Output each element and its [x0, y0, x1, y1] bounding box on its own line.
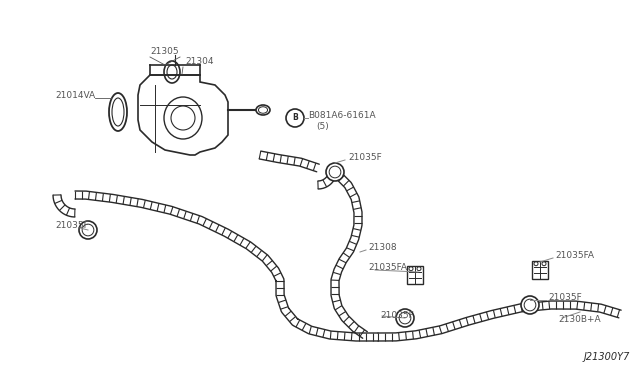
Text: 21035F: 21035F [380, 311, 413, 320]
Ellipse shape [521, 296, 539, 314]
Polygon shape [53, 195, 75, 217]
Circle shape [286, 109, 304, 127]
Text: 21035FA: 21035FA [368, 263, 407, 273]
Text: 21304: 21304 [185, 58, 214, 67]
Polygon shape [75, 191, 378, 341]
Text: B: B [292, 113, 298, 122]
Text: B081A6-6161A: B081A6-6161A [308, 110, 376, 119]
Text: (5): (5) [316, 122, 329, 131]
Ellipse shape [256, 105, 270, 115]
Ellipse shape [326, 163, 344, 181]
Text: 21035F: 21035F [55, 221, 89, 231]
Ellipse shape [396, 309, 414, 327]
Polygon shape [328, 167, 367, 338]
Polygon shape [259, 151, 319, 172]
Text: 21308: 21308 [368, 244, 397, 253]
Text: 21305: 21305 [150, 48, 179, 57]
Text: 21035F: 21035F [548, 294, 582, 302]
Polygon shape [318, 170, 337, 189]
Ellipse shape [79, 221, 97, 239]
Text: 2130B+A: 2130B+A [558, 315, 600, 324]
Text: 21035F: 21035F [348, 153, 381, 161]
Text: 21014VA: 21014VA [55, 90, 95, 99]
Polygon shape [378, 301, 621, 341]
Text: J21300Y7: J21300Y7 [584, 352, 630, 362]
Text: 21035FA: 21035FA [555, 250, 594, 260]
